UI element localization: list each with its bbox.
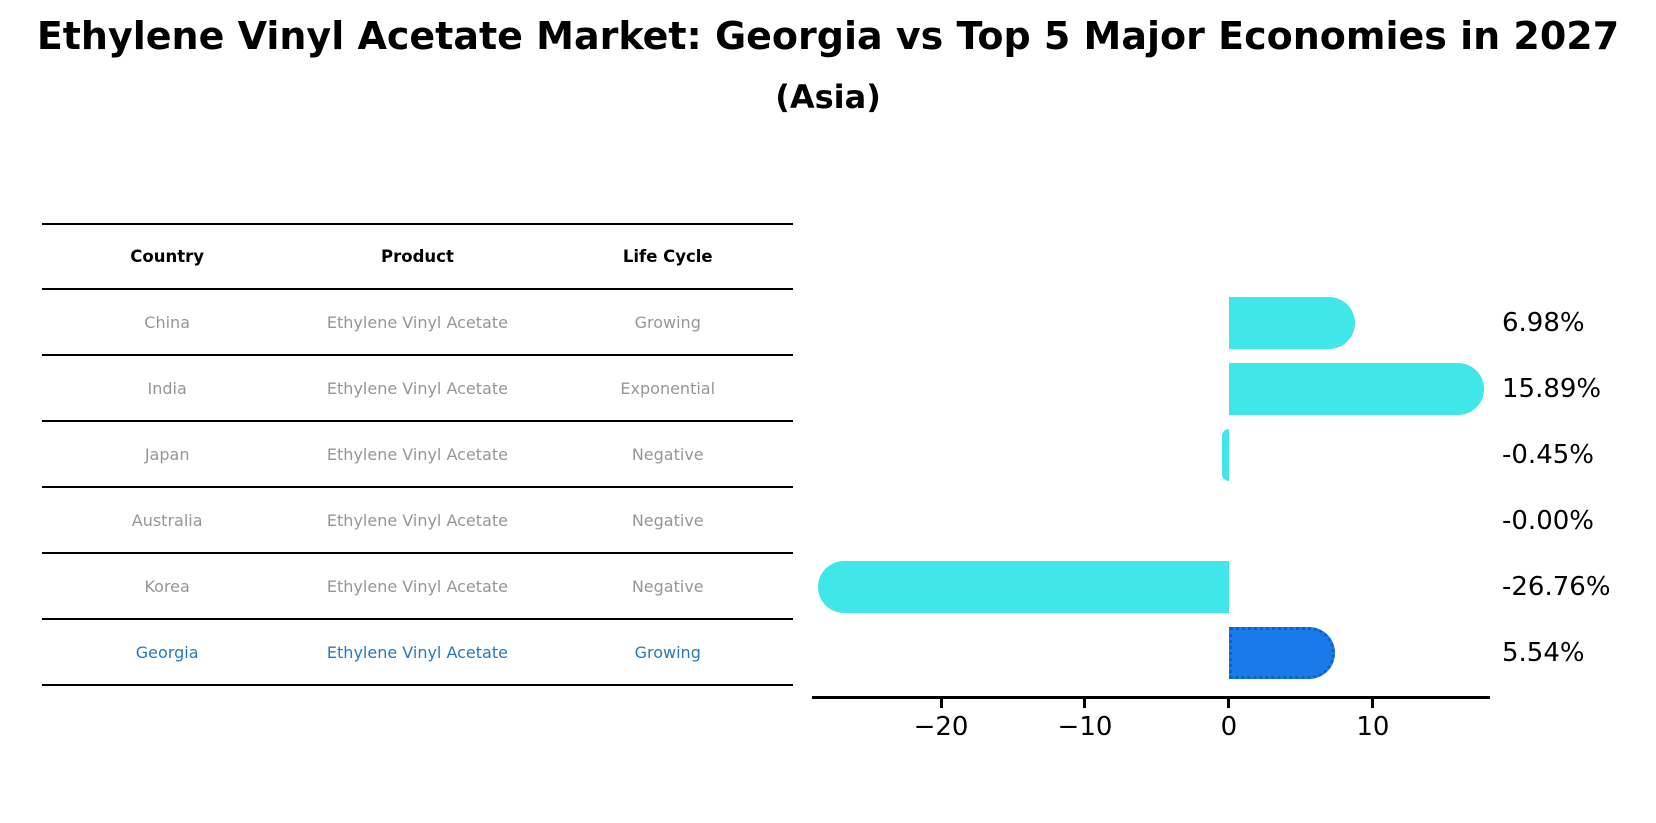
value-label-georgia: 5.54%	[1502, 638, 1585, 668]
column-header-lifecycle: Life Cycle	[622, 247, 713, 266]
table-row-china: China Ethylene Vinyl Acetate Growing	[42, 290, 793, 356]
column-header-country: Country	[130, 247, 204, 266]
cell-lifecycle: Growing	[634, 312, 701, 332]
table-row-australia: Australia Ethylene Vinyl Acetate Negativ…	[42, 488, 793, 554]
bar-georgia	[1228, 627, 1335, 679]
x-tick-label: 10	[1356, 712, 1390, 742]
x-tick-mark	[1083, 699, 1087, 708]
x-axis-line	[812, 696, 1490, 699]
cell-country: Korea	[144, 576, 190, 596]
x-tick-mark	[939, 699, 943, 708]
cell-country: Australia	[131, 510, 203, 530]
bar-japan	[1222, 429, 1229, 481]
bar-korea	[817, 561, 1229, 613]
cell-lifecycle: Growing	[634, 642, 701, 662]
chart-title: Ethylene Vinyl Acetate Market: Georgia v…	[36, 14, 1620, 58]
cell-product: Ethylene Vinyl Acetate	[326, 510, 508, 530]
cell-product: Ethylene Vinyl Acetate	[326, 576, 508, 596]
table-header-row: Country Product Life Cycle	[42, 223, 793, 290]
table-row-georgia: Georgia Ethylene Vinyl Acetate Growing	[42, 620, 793, 686]
x-tick-mark	[1371, 699, 1375, 708]
column-header-product: Product	[381, 247, 454, 266]
cell-lifecycle: Negative	[631, 444, 704, 464]
table-row-india: India Ethylene Vinyl Acetate Exponential	[42, 356, 793, 422]
table-row-korea: Korea Ethylene Vinyl Acetate Negative	[42, 554, 793, 620]
value-label-australia: -0.00%	[1502, 506, 1594, 536]
value-label-korea: -26.76%	[1502, 572, 1611, 602]
x-tick-label: −10	[1057, 712, 1113, 742]
value-label-india: 15.89%	[1502, 374, 1602, 404]
cell-country: Japan	[144, 444, 190, 464]
cell-product: Ethylene Vinyl Acetate	[326, 378, 508, 398]
cell-product: Ethylene Vinyl Acetate	[326, 444, 508, 464]
bar-china	[1228, 297, 1356, 349]
cell-product: Ethylene Vinyl Acetate	[326, 312, 508, 332]
bar-chart: −20 −10 0 10	[812, 250, 1490, 742]
bar-india	[1228, 363, 1484, 415]
cell-lifecycle: Negative	[631, 510, 704, 530]
x-tick-mark	[1227, 699, 1231, 708]
x-tick-label: −20	[913, 712, 969, 742]
table-row-japan: Japan Ethylene Vinyl Acetate Negative	[42, 422, 793, 488]
cell-product: Ethylene Vinyl Acetate	[326, 642, 508, 662]
cell-country: China	[144, 312, 190, 332]
chart-subtitle: (Asia)	[775, 78, 881, 116]
value-label-china: 6.98%	[1502, 308, 1585, 338]
comparison-table: Country Product Life Cycle China Ethylen…	[42, 223, 793, 686]
cell-country: Georgia	[135, 642, 199, 662]
cell-country: India	[147, 378, 187, 398]
x-tick-label: 0	[1220, 712, 1238, 742]
cell-lifecycle: Exponential	[620, 378, 716, 398]
value-label-japan: -0.45%	[1502, 440, 1594, 470]
cell-lifecycle: Negative	[631, 576, 704, 596]
